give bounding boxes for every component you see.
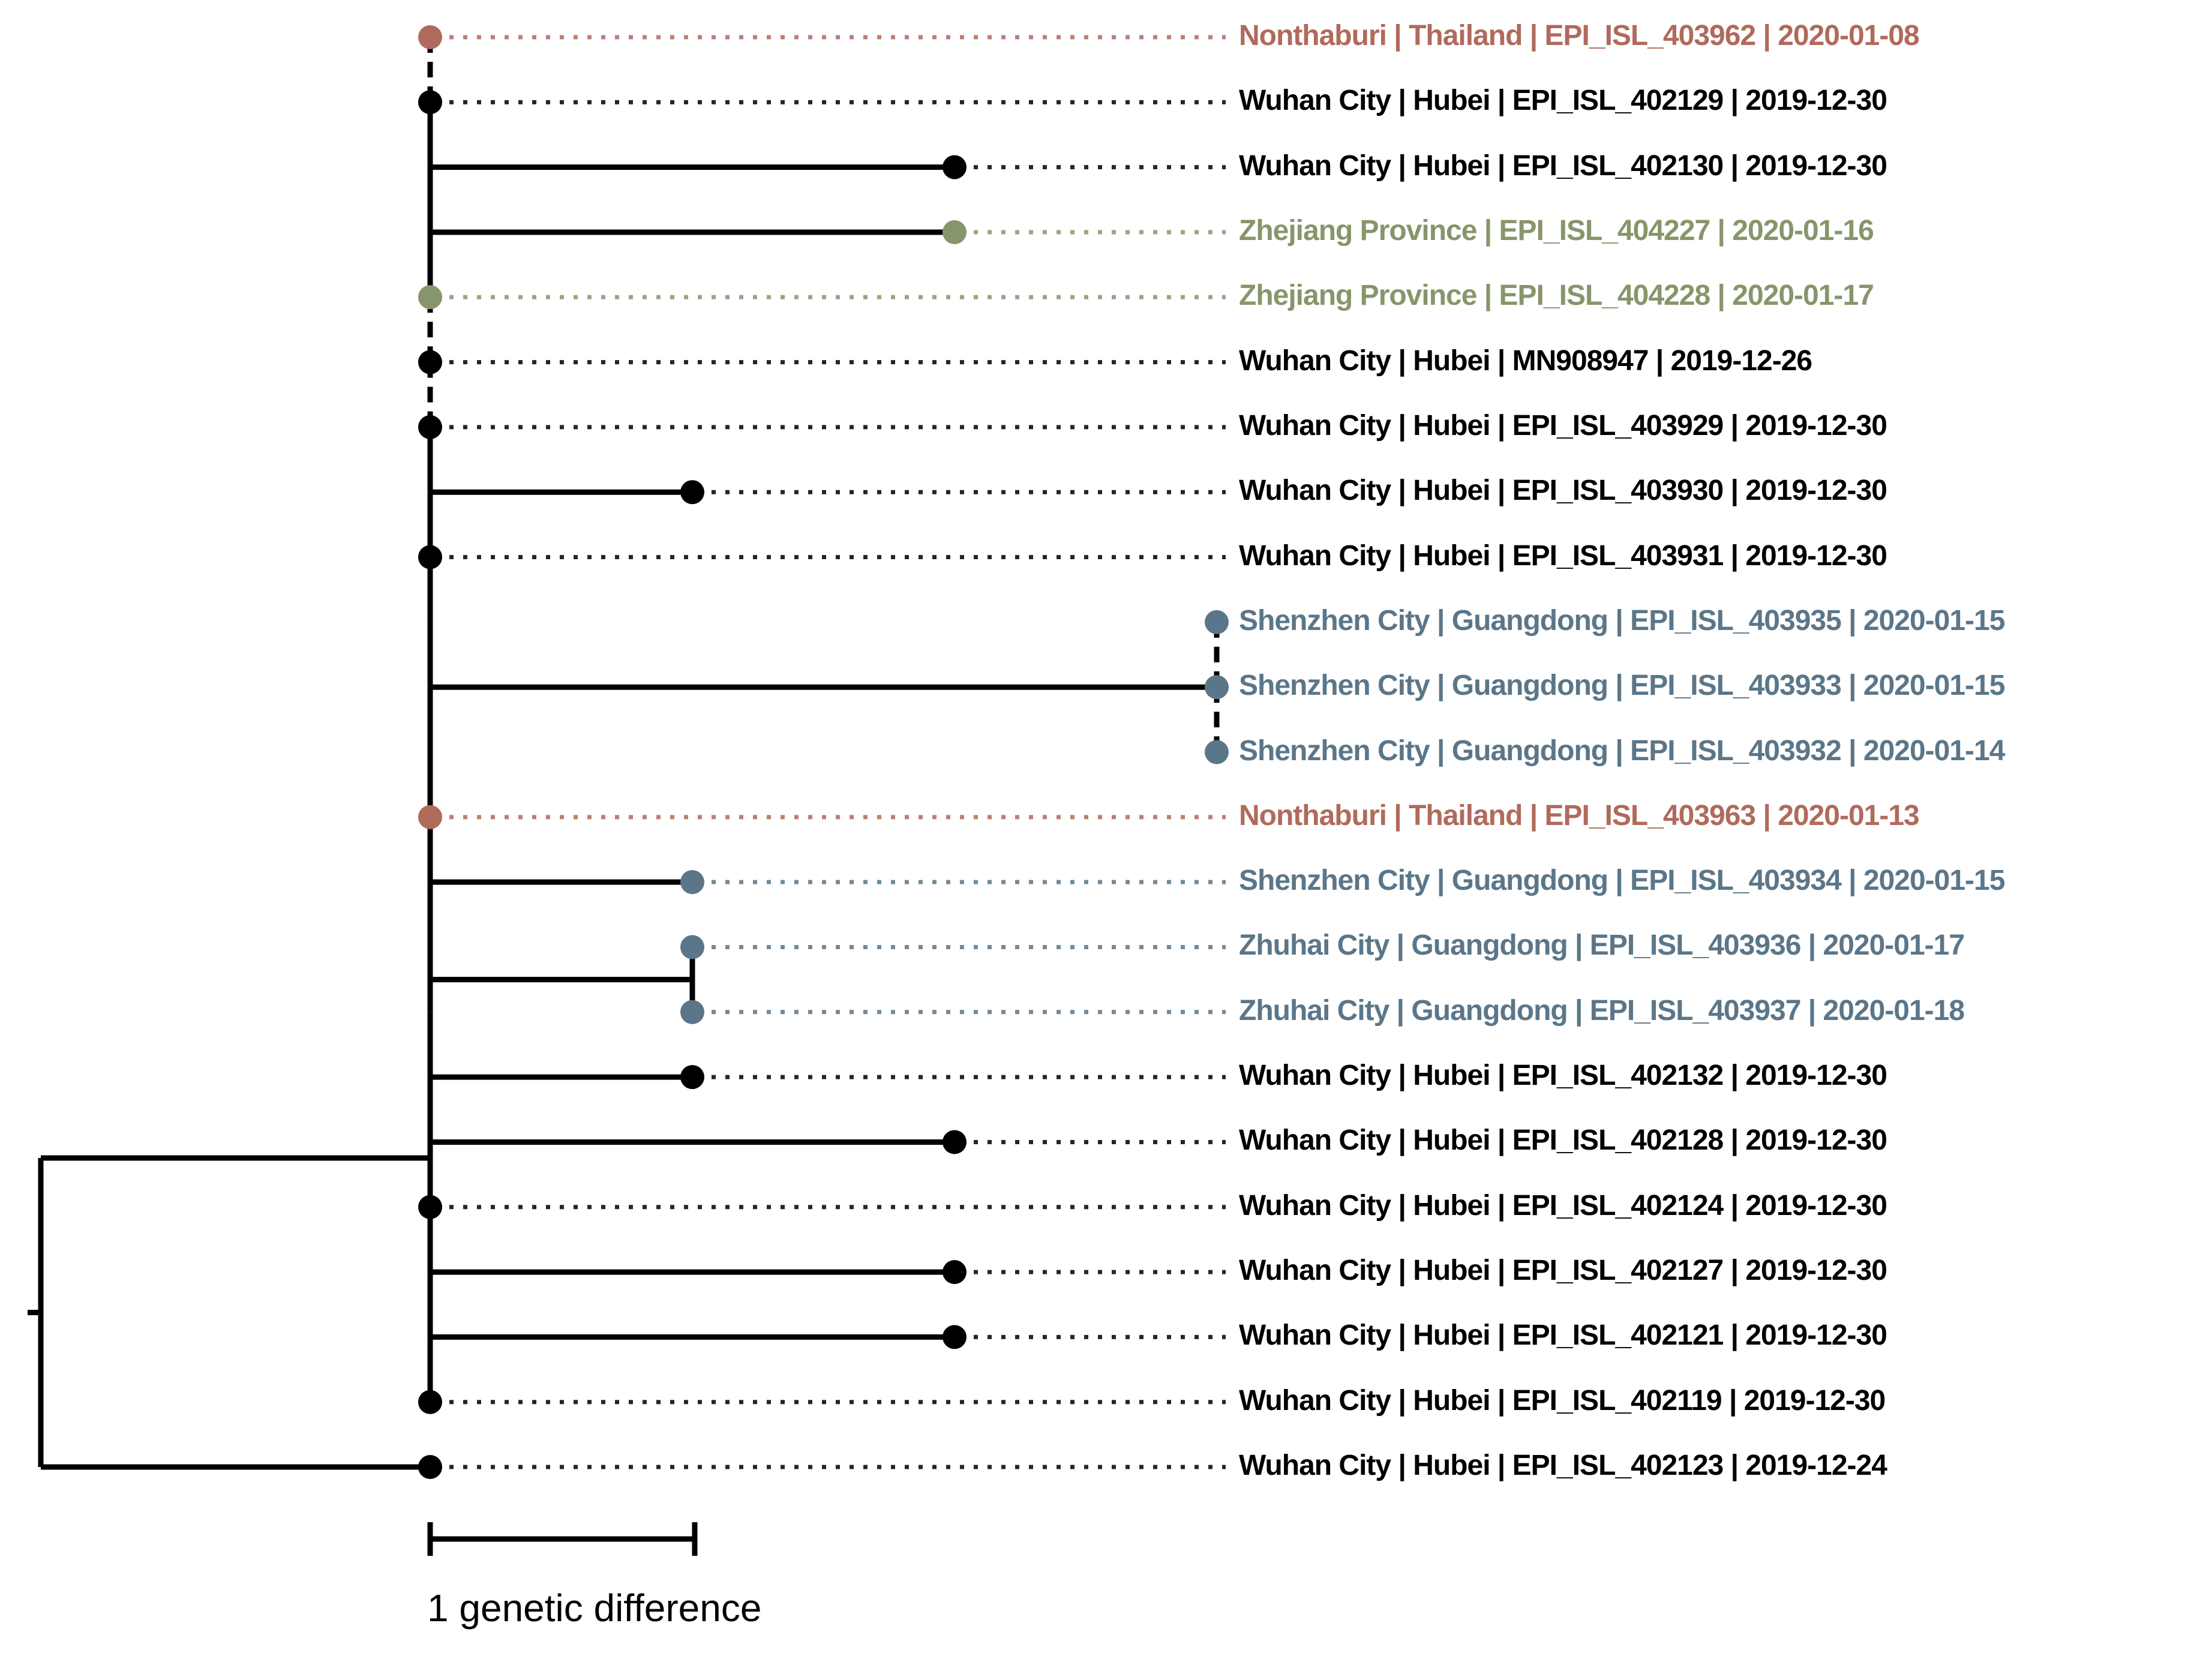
- taxon-label: Wuhan City | Hubei | EPI_ISL_403929 | 20…: [1239, 409, 1887, 442]
- tip-dot: [943, 220, 967, 244]
- taxon-label: Wuhan City | Hubei | EPI_ISL_402124 | 20…: [1239, 1189, 1887, 1222]
- taxon-label: Wuhan City | Hubei | EPI_ISL_402127 | 20…: [1239, 1255, 1887, 1287]
- taxon-label: Shenzhen City | Guangdong | EPI_ISL_4039…: [1239, 865, 2005, 897]
- taxon-label: Wuhan City | Hubei | EPI_ISL_402128 | 20…: [1239, 1124, 1887, 1157]
- taxon-label: Wuhan City | Hubei | EPI_ISL_402119 | 20…: [1239, 1384, 1886, 1417]
- taxon-label: Shenzhen City | Guangdong | EPI_ISL_4039…: [1239, 734, 2005, 767]
- taxon-label: Wuhan City | Hubei | EPI_ISL_402130 | 20…: [1239, 149, 1887, 182]
- taxon-label: Shenzhen City | Guangdong | EPI_ISL_4039…: [1239, 670, 2005, 702]
- taxon-label: Wuhan City | Hubei | EPI_ISL_403930 | 20…: [1239, 475, 1887, 507]
- tip-dot: [1205, 675, 1229, 700]
- tip-dot: [680, 480, 704, 505]
- tip-dot: [418, 350, 442, 374]
- taxon-label: Wuhan City | Hubei | EPI_ISL_403931 | 20…: [1239, 539, 1887, 572]
- tip-dot: [943, 1325, 967, 1349]
- taxon-label: Nonthaburi | Thailand | EPI_ISL_403962 |…: [1239, 20, 1920, 52]
- tip-dot: [418, 285, 442, 310]
- tip-dot: [418, 25, 442, 49]
- tip-dot: [418, 545, 442, 569]
- taxon-label: Wuhan City | Hubei | EPI_ISL_402121 | 20…: [1239, 1319, 1887, 1352]
- taxon-label: Zhejiang Province | EPI_ISL_404228 | 202…: [1239, 280, 1874, 312]
- tip-dot: [680, 935, 704, 959]
- taxon-label: Zhejiang Province | EPI_ISL_404227 | 202…: [1239, 215, 1874, 247]
- taxon-label: Wuhan City | Hubei | EPI_ISL_402129 | 20…: [1239, 85, 1887, 117]
- tip-dot: [943, 1260, 967, 1285]
- taxon-label: Wuhan City | Hubei | EPI_ISL_402132 | 20…: [1239, 1060, 1887, 1092]
- tip-dot: [680, 1065, 704, 1090]
- tip-dot: [418, 415, 442, 439]
- tip-dot: [943, 155, 967, 179]
- tip-dot: [1205, 740, 1229, 764]
- taxon-label: Shenzhen City | Guangdong | EPI_ISL_4039…: [1239, 604, 2005, 637]
- taxon-label: Wuhan City | Hubei | MN908947 | 2019-12-…: [1239, 344, 1812, 377]
- tip-dot: [418, 1455, 442, 1480]
- tip-dot: [680, 1000, 704, 1024]
- taxon-label: Zhuhai City | Guangdong | EPI_ISL_403936…: [1239, 929, 1965, 962]
- taxon-label: Nonthaburi | Thailand | EPI_ISL_403963 |…: [1239, 799, 1920, 832]
- tip-dot: [943, 1130, 967, 1154]
- tip-dot: [418, 1195, 442, 1219]
- tip-dot: [418, 90, 442, 115]
- tip-dot: [680, 870, 704, 895]
- tip-dot: [418, 805, 442, 829]
- taxon-label: Wuhan City | Hubei | EPI_ISL_402123 | 20…: [1239, 1450, 1887, 1482]
- scale-bar-label: 1 genetic difference: [427, 1586, 762, 1630]
- tip-dot: [418, 1390, 442, 1414]
- tip-dot: [1205, 610, 1229, 634]
- taxon-label: Zhuhai City | Guangdong | EPI_ISL_403937…: [1239, 994, 1965, 1027]
